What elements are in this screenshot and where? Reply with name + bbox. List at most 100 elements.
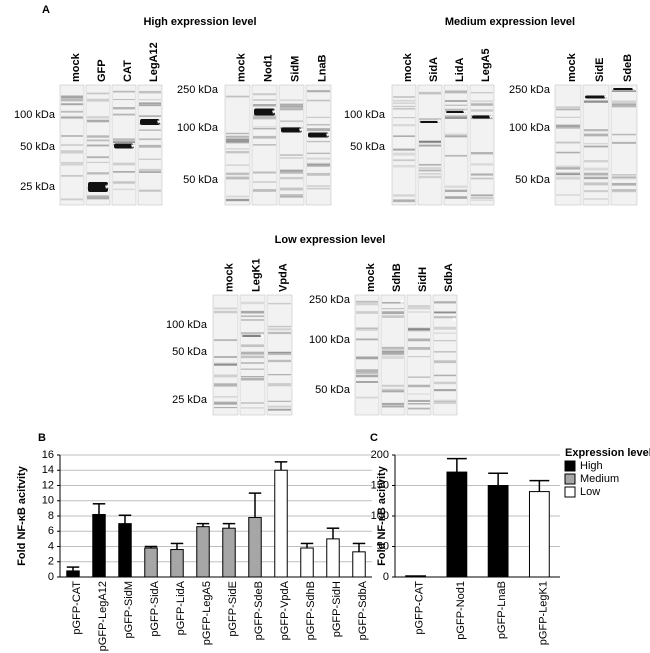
blot-band xyxy=(393,105,415,108)
blot-band xyxy=(419,169,441,172)
blot-band xyxy=(556,194,580,196)
blot-band xyxy=(419,91,441,95)
lane-label: LegA5 xyxy=(480,48,492,82)
blot-band xyxy=(393,152,415,156)
blot-band xyxy=(471,173,493,176)
blot-band xyxy=(584,100,608,103)
blot-band xyxy=(445,116,467,119)
x-tick-label: pGFP-LnaB xyxy=(496,581,508,639)
lane-label: SidA xyxy=(428,57,440,82)
lane-label: VpdA xyxy=(277,263,289,292)
blot-band xyxy=(268,325,291,328)
blot-band xyxy=(356,396,378,399)
bar xyxy=(405,575,427,578)
x-tick-label: pGFP-SidE xyxy=(227,581,239,637)
bar xyxy=(326,538,340,578)
blot-band xyxy=(584,143,608,145)
x-tick-label: pGFP-SdeB xyxy=(253,581,265,640)
blot-lane xyxy=(443,84,469,206)
strong-band xyxy=(254,108,275,116)
blot-band xyxy=(214,339,237,342)
lane-label: Nod1 xyxy=(262,55,274,83)
blot-band xyxy=(61,175,83,177)
legend-label: Medium xyxy=(580,473,619,485)
blot-band xyxy=(612,182,636,186)
blot-band xyxy=(434,311,456,313)
blot-band xyxy=(226,132,249,135)
blot-band xyxy=(241,344,264,348)
bar xyxy=(274,469,288,578)
band-asterisk: * xyxy=(105,183,110,195)
blot-band xyxy=(434,381,456,385)
blot-band xyxy=(393,135,415,138)
blot-band xyxy=(434,340,456,342)
blot-band xyxy=(612,189,636,192)
legend-swatch xyxy=(564,486,576,498)
blot-band xyxy=(226,140,249,144)
blot-band xyxy=(214,401,237,403)
blot-band xyxy=(307,187,330,190)
blot-band xyxy=(61,115,83,119)
blot-band xyxy=(268,302,291,305)
marker-label: 50 kDa xyxy=(350,141,386,153)
blot-band xyxy=(382,356,404,360)
bar xyxy=(196,526,210,578)
lane-label: LegA12 xyxy=(148,42,160,82)
blot-band xyxy=(356,300,378,303)
blot-band xyxy=(584,145,608,148)
blot-band xyxy=(471,100,493,103)
lane-label: mock xyxy=(70,52,82,82)
blot-band xyxy=(113,138,135,140)
blot-band xyxy=(393,159,415,162)
blot-band xyxy=(214,402,237,405)
x-tick-label: pGFP-LegA12 xyxy=(97,581,109,651)
blot-band xyxy=(241,355,264,359)
blot-band xyxy=(253,181,276,183)
blot-band xyxy=(253,189,276,191)
blot-band xyxy=(241,315,264,318)
blot-band xyxy=(434,374,456,377)
blot-band xyxy=(556,172,580,176)
bar xyxy=(66,570,80,578)
blot-lane xyxy=(391,84,417,206)
band-asterisk: * xyxy=(260,332,265,344)
blot-band xyxy=(280,171,303,174)
blot-band xyxy=(408,311,430,313)
blot-band xyxy=(356,338,378,341)
blot-lane xyxy=(305,84,332,206)
blot-band xyxy=(87,139,109,142)
lane-label: SidH xyxy=(417,267,429,292)
blot-band xyxy=(584,146,608,148)
blot-band xyxy=(556,151,580,154)
lane-label: SdhB xyxy=(391,263,403,292)
marker-label: 250 kDa xyxy=(509,84,551,96)
blot-band xyxy=(87,196,109,200)
y-tick-label: 0 xyxy=(48,571,54,583)
blot-band xyxy=(226,138,249,142)
blot-lane xyxy=(354,294,380,416)
panel-label: A xyxy=(42,4,50,16)
blot-band xyxy=(307,128,330,132)
blot-band xyxy=(556,109,580,111)
blot-band xyxy=(434,316,456,319)
blot-band xyxy=(61,135,83,137)
blot-band xyxy=(584,100,608,103)
band-asterisk: * xyxy=(452,316,457,328)
blot-band xyxy=(113,141,135,143)
blot-band xyxy=(584,182,608,186)
blot-band xyxy=(253,127,276,130)
blot-band xyxy=(419,167,441,170)
blot-band xyxy=(408,376,430,378)
blot-band xyxy=(253,99,276,101)
y-tick-label: 14 xyxy=(42,464,54,476)
panel-label: C xyxy=(370,432,378,444)
blot-band xyxy=(307,157,330,160)
blot-band xyxy=(356,327,378,329)
blot-band xyxy=(61,198,83,201)
blot-lane xyxy=(469,84,495,206)
blot-band xyxy=(382,315,404,318)
bar xyxy=(528,491,550,578)
strong-band xyxy=(88,182,108,192)
bar xyxy=(352,551,366,578)
blot-band xyxy=(226,95,249,98)
